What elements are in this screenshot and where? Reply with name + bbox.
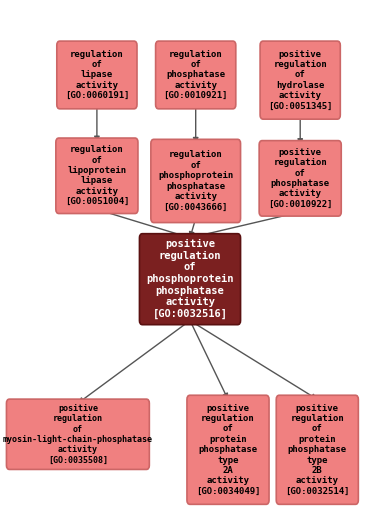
FancyBboxPatch shape	[151, 140, 241, 222]
FancyBboxPatch shape	[56, 138, 138, 214]
FancyBboxPatch shape	[259, 141, 341, 216]
FancyBboxPatch shape	[276, 395, 358, 505]
Text: positive
regulation
of
phosphatase
activity
[GO:0010922]: positive regulation of phosphatase activ…	[268, 148, 332, 209]
Text: regulation
of
lipase
activity
[GO:0060191]: regulation of lipase activity [GO:006019…	[65, 50, 129, 100]
Text: regulation
of
lipoprotein
lipase
activity
[GO:0051004]: regulation of lipoprotein lipase activit…	[65, 145, 129, 206]
Text: positive
regulation
of
protein
phosphatase
type
2A
activity
[GO:0034049]: positive regulation of protein phosphata…	[196, 404, 260, 496]
Text: positive
regulation
of
phosphoprotein
phosphatase
activity
[GO:0032516]: positive regulation of phosphoprotein ph…	[146, 239, 234, 319]
FancyBboxPatch shape	[6, 399, 149, 469]
Text: positive
regulation
of
protein
phosphatase
type
2B
activity
[GO:0032514]: positive regulation of protein phosphata…	[285, 404, 350, 496]
FancyBboxPatch shape	[139, 234, 241, 325]
FancyBboxPatch shape	[57, 41, 137, 109]
FancyBboxPatch shape	[187, 395, 269, 505]
Text: regulation
of
phosphoprotein
phosphatase
activity
[GO:0043666]: regulation of phosphoprotein phosphatase…	[158, 150, 233, 211]
Text: positive
regulation
of
hydrolase
activity
[GO:0051345]: positive regulation of hydrolase activit…	[268, 50, 332, 111]
Text: regulation
of
phosphatase
activity
[GO:0010921]: regulation of phosphatase activity [GO:0…	[163, 50, 228, 100]
FancyBboxPatch shape	[260, 41, 340, 119]
Text: positive
regulation
of
myosin-light-chain-phosphatase
activity
[GO:0035508]: positive regulation of myosin-light-chai…	[3, 404, 153, 465]
FancyBboxPatch shape	[156, 41, 236, 109]
